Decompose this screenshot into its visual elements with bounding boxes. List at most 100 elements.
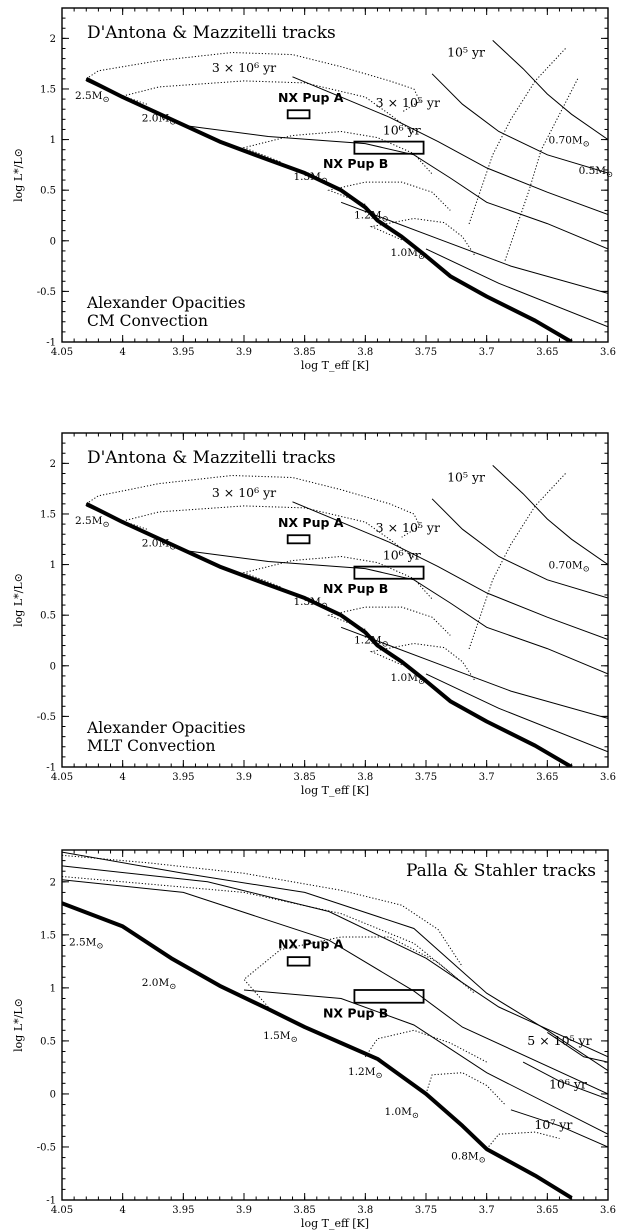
plot-frame	[61, 7, 609, 343]
y-tick-label: -0.5	[37, 712, 56, 723]
isochrone-line	[62, 851, 608, 1072]
y-tick-label: 1	[50, 135, 56, 146]
x-tick-label: 3.6	[600, 772, 616, 783]
isochrone-line	[510, 1109, 608, 1148]
star-error-box	[353, 989, 425, 1004]
zams-line	[62, 901, 573, 1200]
plot-area	[85, 40, 608, 342]
y-tick-label: 1.5	[40, 930, 56, 941]
x-axis-label: log T_eff [K]	[301, 784, 369, 797]
mass-track-line	[468, 473, 566, 651]
isochrone-label: 3 × 10⁵ yr	[376, 520, 440, 535]
x-tick-label: 3.65	[536, 1205, 558, 1216]
mass-track-line	[327, 606, 451, 636]
x-tick-label: 3.95	[172, 347, 194, 358]
panel-title: Palla & Stahler tracks	[406, 861, 596, 881]
mass-track-label: 0.70M⊙	[549, 135, 590, 150]
isochrone-line	[86, 80, 608, 250]
isochrone-line	[292, 76, 608, 215]
mass-track-line	[504, 78, 579, 262]
mass-track-label: 0.8M⊙	[451, 1151, 486, 1166]
y-tick-label: 1.5	[40, 509, 56, 520]
star-error-box	[353, 140, 425, 155]
y-tick-label: 1.5	[40, 84, 56, 95]
mass-track-line	[120, 505, 415, 558]
x-tick-label: 3.7	[479, 1205, 495, 1216]
plot-frame	[61, 432, 609, 768]
x-tick-label: 3.65	[536, 772, 558, 783]
panel-middle: 4.05 4 3.95 3.9 3.85 3.8 3.75 3.7 3.65 3.6 -1 -0.5 0…	[12, 432, 616, 797]
isochrone-label: 10⁵ yr	[447, 470, 485, 485]
mass-track-label: 1.5M⊙	[263, 1030, 298, 1045]
x-tick-label: 3.95	[172, 1205, 194, 1216]
mass-track-label: 2.5M⊙	[75, 90, 110, 105]
x-tick-label: 3.9	[236, 1205, 252, 1216]
isochrone-label: 10⁶ yr	[383, 548, 421, 563]
mass-track-label: 2.5M⊙	[75, 515, 110, 530]
panel-note: MLT Convection	[87, 737, 215, 755]
x-tick-label: 3.8	[357, 1205, 373, 1216]
isochrone-line	[431, 498, 608, 599]
isochrone-label: 5 × 10⁵ yr	[527, 1033, 591, 1048]
y-axis-label: log L*/L⊙	[12, 998, 25, 1052]
mass-track-label: 1.5M⊙	[293, 596, 328, 611]
x-axis-label: log T_eff [K]	[301, 1217, 369, 1230]
mass-track-label: 0.5M⊙	[579, 165, 614, 180]
y-tick-label: 0.5	[40, 611, 56, 622]
x-tick-label: 3.8	[357, 772, 373, 783]
mass-track-label: 1.0M⊙	[391, 247, 426, 262]
x-tick-label: 4.05	[51, 772, 73, 783]
mass-track-label: 1.0M⊙	[384, 1106, 419, 1121]
isochrone-line	[547, 1031, 608, 1063]
star-label: NX Pup A	[278, 90, 344, 105]
mass-track-label: 2.0M⊙	[142, 112, 177, 127]
y-tick-label: 2	[50, 34, 56, 45]
panel-title: D'Antona & Mazzitelli tracks	[87, 23, 336, 43]
isochrone-line	[431, 73, 608, 174]
y-tick-label: -1	[46, 1196, 56, 1207]
mass-track-label: 1.2M⊙	[354, 210, 389, 225]
isochrone-label: 3 × 10⁵ yr	[376, 95, 440, 110]
mass-track-line	[120, 80, 415, 133]
mass-track-line	[62, 876, 463, 983]
mass-track-label: 1.2M⊙	[348, 1066, 383, 1081]
y-tick-label: 2	[50, 459, 56, 470]
x-tick-label: 3.8	[357, 347, 373, 358]
mass-track-line	[468, 48, 566, 226]
y-tick-label: 0.5	[40, 186, 56, 197]
x-tick-label: 4	[119, 772, 125, 783]
y-tick-label: -0.5	[37, 1142, 56, 1153]
star-label: NX Pup B	[323, 156, 388, 171]
isochrone-line	[340, 626, 608, 719]
x-tick-label: 3.85	[294, 772, 316, 783]
isochrone-line	[243, 989, 608, 1135]
x-tick-label: 3.85	[294, 1205, 316, 1216]
x-tick-label: 3.9	[236, 772, 252, 783]
x-tick-label: 4	[119, 347, 125, 358]
x-tick-label: 4	[119, 1205, 125, 1216]
y-tick-label: -1	[46, 763, 56, 774]
isochrone-label: 3 × 10⁶ yr	[212, 485, 276, 500]
panel-bottom: 4.05 4 3.95 3.9 3.85 3.8 3.75 3.7 3.65 3.6 -1 -0.5 0…	[12, 849, 616, 1230]
panel-top: 4.05 4 3.95 3.9 3.85 3.8 3.75 3.7 3.65 3.6 -1 -0.5 0…	[12, 7, 616, 372]
isochrone-line	[292, 501, 608, 640]
x-tick-label: 3.7	[479, 347, 495, 358]
x-tick-label: 3.6	[600, 347, 616, 358]
plot-area	[62, 851, 608, 1200]
mass-track-label: 1.0M⊙	[391, 672, 426, 687]
isochrone-line	[425, 248, 608, 328]
star-label: NX Pup A	[278, 937, 344, 952]
y-tick-label: 0	[50, 1089, 56, 1100]
panel-title: D'Antona & Mazzitelli tracks	[87, 448, 336, 468]
isochrone-line	[62, 865, 608, 1058]
star-label: NX Pup B	[323, 1006, 388, 1021]
y-tick-label: 0.5	[40, 1036, 56, 1047]
panel-note: CM Convection	[87, 312, 208, 330]
mass-track-label: 1.5M⊙	[293, 171, 328, 186]
mass-track-line	[364, 1029, 487, 1063]
star-error-box	[353, 565, 425, 580]
mass-track-label: 2.0M⊙	[142, 537, 177, 552]
y-tick-label: 0	[50, 236, 56, 247]
x-tick-label: 3.95	[172, 772, 194, 783]
